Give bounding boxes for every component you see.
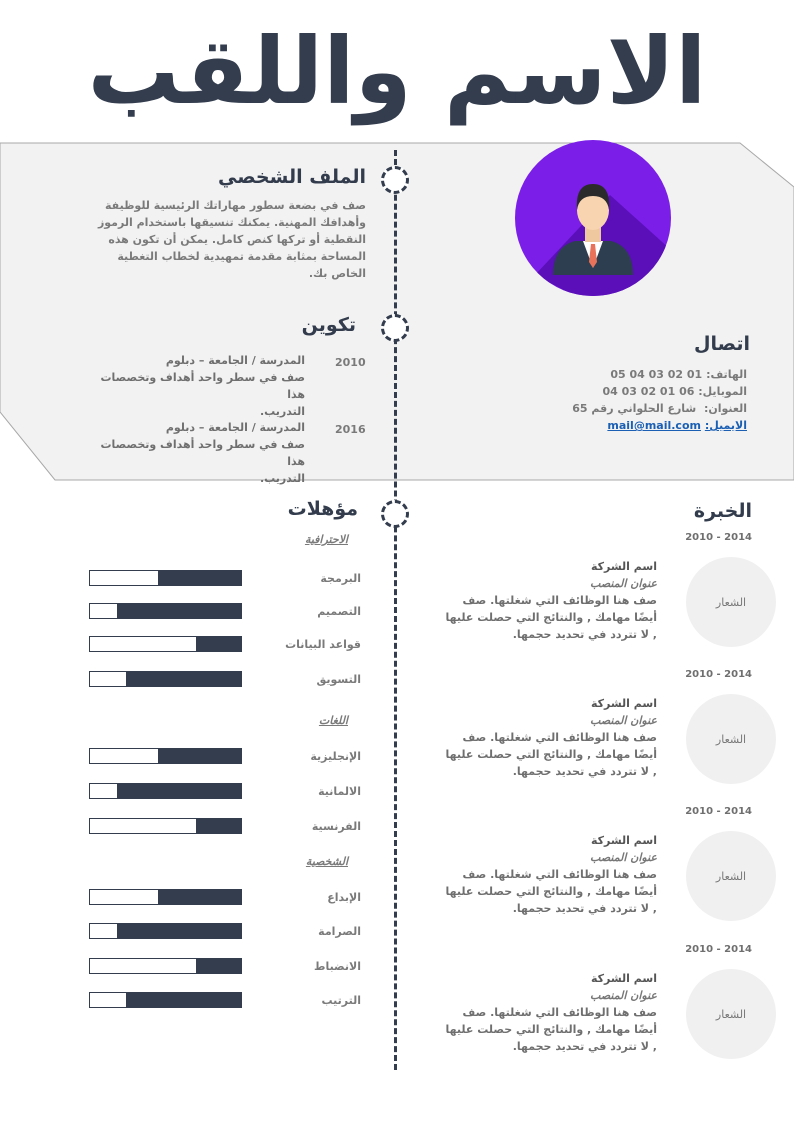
skill-name: الصرامة <box>318 925 361 938</box>
skill-name: الفرنسية <box>311 820 361 833</box>
position-title: عنوان المنصب <box>590 989 657 1002</box>
profile-line: الخاص بك. <box>308 267 366 280</box>
contact-details: الهاتف: 05 04 03 02 01 الموبايل: 04 03 0… <box>547 366 747 434</box>
skills-heading: مؤهلات <box>287 498 358 520</box>
skill-name: التصميم <box>317 605 361 618</box>
experience-desc: , لا تتردد في تحديد حجمها. <box>512 902 657 915</box>
experience-desc: , لا تتردد في تحديد حجمها. <box>512 765 657 778</box>
contact-heading: اتصال <box>694 333 750 355</box>
skill-name: البرمجة <box>320 572 361 585</box>
position-title: عنوان المنصب <box>590 714 657 727</box>
contact-address: العنوان: شارع الحلواني رقم 65 <box>572 402 747 415</box>
education-desc: صف في سطر واحد أهداف وتخصصات هذا <box>100 438 305 468</box>
skill-level-bar <box>89 570 242 586</box>
experience-dates: 2010 - 2014 <box>685 532 752 543</box>
company-name: اسم الشركة <box>590 560 657 573</box>
skill-level-bar <box>89 748 242 764</box>
skill-level-fill <box>117 784 241 798</box>
name-title: الاسم واللقب <box>87 18 707 125</box>
experience-dates: 2010 - 2014 <box>685 944 752 955</box>
experience-desc: صف هنا الوظائف التي شغلتها. صف <box>462 868 657 881</box>
position-title: عنوان المنصب <box>590 851 657 864</box>
profile-line: النقطية أو تركها كنص كامل. يمكن أن تكون … <box>108 233 366 246</box>
company-name: اسم الشركة <box>590 697 657 710</box>
skill-level-fill <box>157 890 241 904</box>
experience-desc: أيضًا مهامك , والنتائج التي حصلت عليها <box>445 885 658 898</box>
skill-level-bar <box>89 958 242 974</box>
experience-desc: صف هنا الوظائف التي شغلتها. صف <box>462 1006 657 1019</box>
company-name: اسم الشركة <box>590 972 657 985</box>
skill-level-bar <box>89 992 242 1008</box>
company-logo-placeholder: الشعار <box>686 969 776 1059</box>
skill-level-fill <box>195 637 241 651</box>
skill-level-bar <box>89 818 242 834</box>
experience-desc: صف هنا الوظائف التي شغلتها. صف <box>462 731 657 744</box>
education-year: 2016 <box>335 423 366 436</box>
timeline-node <box>381 500 409 528</box>
education-title: المدرسة / الجامعة – دبلوم <box>165 421 305 434</box>
skill-category: الاحترافية <box>304 533 348 546</box>
skill-name: قواعد البيانات <box>285 638 361 651</box>
skill-level-bar <box>89 603 242 619</box>
company-logo-placeholder: الشعار <box>686 694 776 784</box>
skill-level-bar <box>89 923 242 939</box>
skill-level-fill <box>157 571 241 585</box>
education-title: المدرسة / الجامعة – دبلوم <box>165 354 305 367</box>
contact-email: الايميل: mail@mail.com <box>607 419 747 432</box>
education-year: 2010 <box>335 356 366 369</box>
skill-level-fill <box>117 604 241 618</box>
education-desc: صف في سطر واحد أهداف وتخصصات هذا <box>100 371 305 401</box>
experience-desc: , لا تتردد في تحديد حجمها. <box>512 628 657 641</box>
skill-name: الالمانية <box>318 785 361 798</box>
experience-item: اسم الشركة عنوان المنصب صف هنا الوظائف ا… <box>417 832 658 917</box>
position-title: عنوان المنصب <box>590 577 657 590</box>
profile-heading: الملف الشخصي <box>217 166 366 188</box>
skill-level-fill <box>117 924 241 938</box>
experience-desc: , لا تتردد في تحديد حجمها. <box>512 1040 657 1053</box>
company-logo-placeholder: الشعار <box>686 831 776 921</box>
company-name: اسم الشركة <box>590 834 657 847</box>
skill-level-bar <box>89 889 242 905</box>
experience-item: اسم الشركة عنوان المنصب صف هنا الوظائف ا… <box>417 695 658 780</box>
timeline-node <box>381 314 409 342</box>
skill-name: الترتيب <box>321 994 362 1007</box>
profile-line: المساحة بمثابة مقدمة تمهيدية لخطاب التغط… <box>117 250 366 263</box>
timeline-line <box>394 150 397 1070</box>
skill-level-bar <box>89 671 242 687</box>
email-link[interactable]: mail@mail.com <box>607 419 701 432</box>
contact-mobile: الموبايل: 04 03 02 01 06 <box>602 385 747 398</box>
experience-heading: الخبرة <box>693 500 752 522</box>
experience-dates: 2010 - 2014 <box>685 669 752 680</box>
skill-name: الإبداع <box>327 891 361 904</box>
experience-desc: صف هنا الوظائف التي شغلتها. صف <box>462 594 657 607</box>
skill-level-bar <box>89 636 242 652</box>
profile-text: صف في بضعة سطور مهاراتك الرئيسية للوظيفة… <box>66 197 366 282</box>
experience-desc: أيضًا مهامك , والنتائج التي حصلت عليها <box>445 611 658 624</box>
skill-category: الشخصية <box>305 855 348 868</box>
skill-name: الإنجليزية <box>310 750 361 763</box>
skill-name: الانضباط <box>314 960 361 973</box>
experience-item: اسم الشركة عنوان المنصب صف هنا الوظائف ا… <box>417 558 658 643</box>
education-desc: التدريب. <box>259 472 305 485</box>
experience-desc: أيضًا مهامك , والنتائج التي حصلت عليها <box>445 748 658 761</box>
skill-level-fill <box>126 993 241 1007</box>
contact-phone: الهاتف: 05 04 03 02 01 <box>610 368 747 381</box>
skill-level-fill <box>126 672 241 686</box>
skill-level-fill <box>157 749 241 763</box>
skill-level-bar <box>89 783 242 799</box>
profile-line: صف في بضعة سطور مهاراتك الرئيسية للوظيفة <box>104 199 366 212</box>
skill-level-fill <box>195 959 241 973</box>
experience-dates: 2010 - 2014 <box>685 806 752 817</box>
skill-name: التسويق <box>316 673 361 686</box>
businessman-avatar-icon <box>515 140 671 296</box>
timeline-node <box>381 166 409 194</box>
skill-level-fill <box>195 819 241 833</box>
profile-line: وأهدافك المهنية. يمكنك تنسيقها باستخدام … <box>97 216 366 229</box>
skill-category: اللغات <box>318 714 348 727</box>
experience-desc: أيضًا مهامك , والنتائج التي حصلت عليها <box>445 1023 658 1036</box>
education-desc: التدريب. <box>259 405 305 418</box>
education-heading: تكوين <box>301 314 356 336</box>
experience-item: اسم الشركة عنوان المنصب صف هنا الوظائف ا… <box>417 970 658 1055</box>
company-logo-placeholder: الشعار <box>686 557 776 647</box>
